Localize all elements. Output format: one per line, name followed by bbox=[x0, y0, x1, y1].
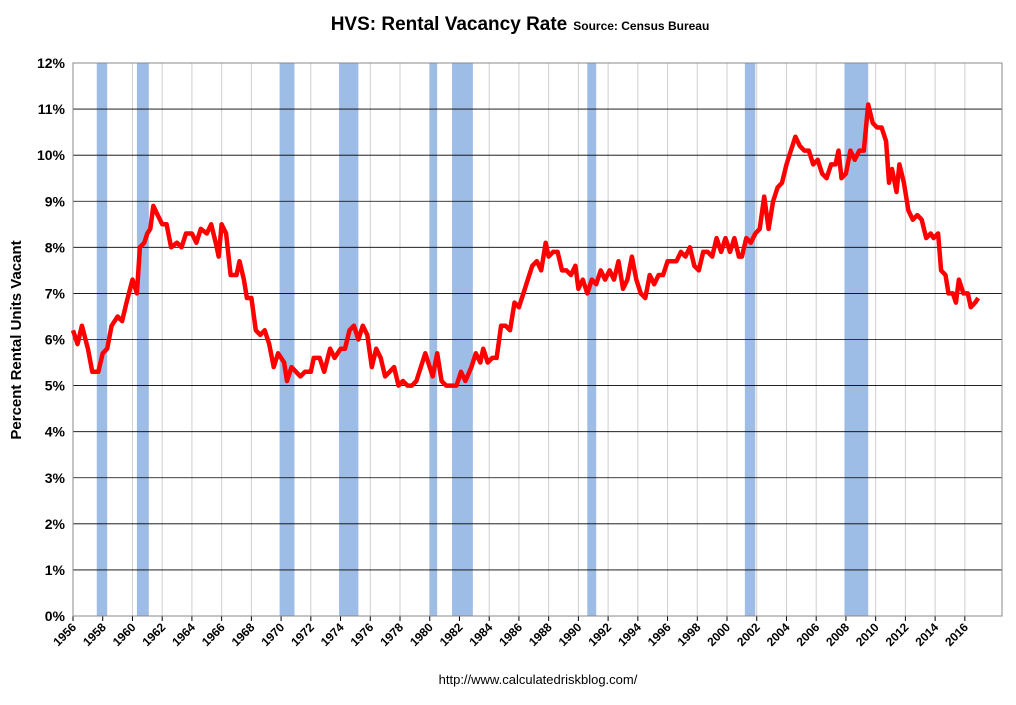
data-line bbox=[70, 102, 981, 388]
plot-border bbox=[72, 62, 1003, 617]
x-tick-label: 1960 bbox=[110, 620, 139, 649]
chart-title: HVS: Rental Vacancy Rate bbox=[331, 14, 568, 35]
x-tick-label: 2004 bbox=[764, 620, 793, 649]
x-tick-label: 2002 bbox=[734, 620, 763, 649]
x-tick-label: 1998 bbox=[675, 620, 704, 649]
y-tick-label: 2% bbox=[45, 516, 66, 532]
x-tick-label: 1986 bbox=[496, 620, 525, 649]
y-axis-label: Percent Rental Units Vacant bbox=[8, 240, 25, 439]
x-tick-label: 2008 bbox=[823, 620, 852, 649]
y-tick-label: 8% bbox=[45, 239, 66, 255]
chart-subtitle: Source: Census Bureau bbox=[573, 19, 709, 33]
x-tick-label: 2016 bbox=[942, 620, 971, 649]
x-tick-label: 1972 bbox=[288, 620, 317, 649]
y-tick-label: 1% bbox=[45, 562, 66, 578]
footer-url: http://www.calculatedriskblog.com/ bbox=[439, 672, 638, 687]
y-tick-label: 6% bbox=[45, 332, 66, 348]
x-tick-label: 1968 bbox=[229, 620, 258, 649]
x-tick-label: 1992 bbox=[585, 620, 614, 649]
y-tick-label: 9% bbox=[45, 193, 66, 209]
x-tick-label: 1964 bbox=[169, 620, 198, 649]
x-tick-label: 1994 bbox=[615, 620, 644, 649]
x-tick-label: 2014 bbox=[912, 620, 941, 649]
y-tick-label: 5% bbox=[45, 378, 66, 394]
x-tick-label: 1978 bbox=[377, 620, 406, 649]
x-tick-label: 1970 bbox=[258, 620, 287, 649]
x-tick-label: 1956 bbox=[50, 620, 79, 649]
x-tick-label: 1988 bbox=[526, 620, 555, 649]
x-tick-label: 2010 bbox=[853, 620, 882, 649]
y-tick-label: 3% bbox=[45, 470, 66, 486]
x-tick-label: 1966 bbox=[199, 620, 228, 649]
y-tick-label: 11% bbox=[38, 101, 66, 117]
y-tick-label: 7% bbox=[45, 285, 66, 301]
x-tick-label: 1980 bbox=[407, 620, 436, 649]
y-tick-label: 12% bbox=[37, 55, 66, 71]
x-tick-label: 1974 bbox=[318, 620, 347, 649]
y-tick-label: 0% bbox=[45, 608, 66, 624]
x-tick-label: 1996 bbox=[645, 620, 674, 649]
x-tick-label: 2006 bbox=[794, 620, 823, 649]
x-tick-label: 2000 bbox=[704, 620, 733, 649]
x-tick-label: 1976 bbox=[348, 620, 377, 649]
x-tick-label: 2012 bbox=[883, 620, 912, 649]
x-tick-label: 1990 bbox=[556, 620, 585, 649]
x-tick-label: 1958 bbox=[80, 620, 109, 649]
y-tick-label: 10% bbox=[37, 147, 66, 163]
x-tick-label: 1962 bbox=[140, 620, 169, 649]
x-tick-label: 1982 bbox=[437, 620, 466, 649]
x-tick-label: 1984 bbox=[467, 620, 496, 649]
y-tick-label: 4% bbox=[45, 424, 66, 440]
